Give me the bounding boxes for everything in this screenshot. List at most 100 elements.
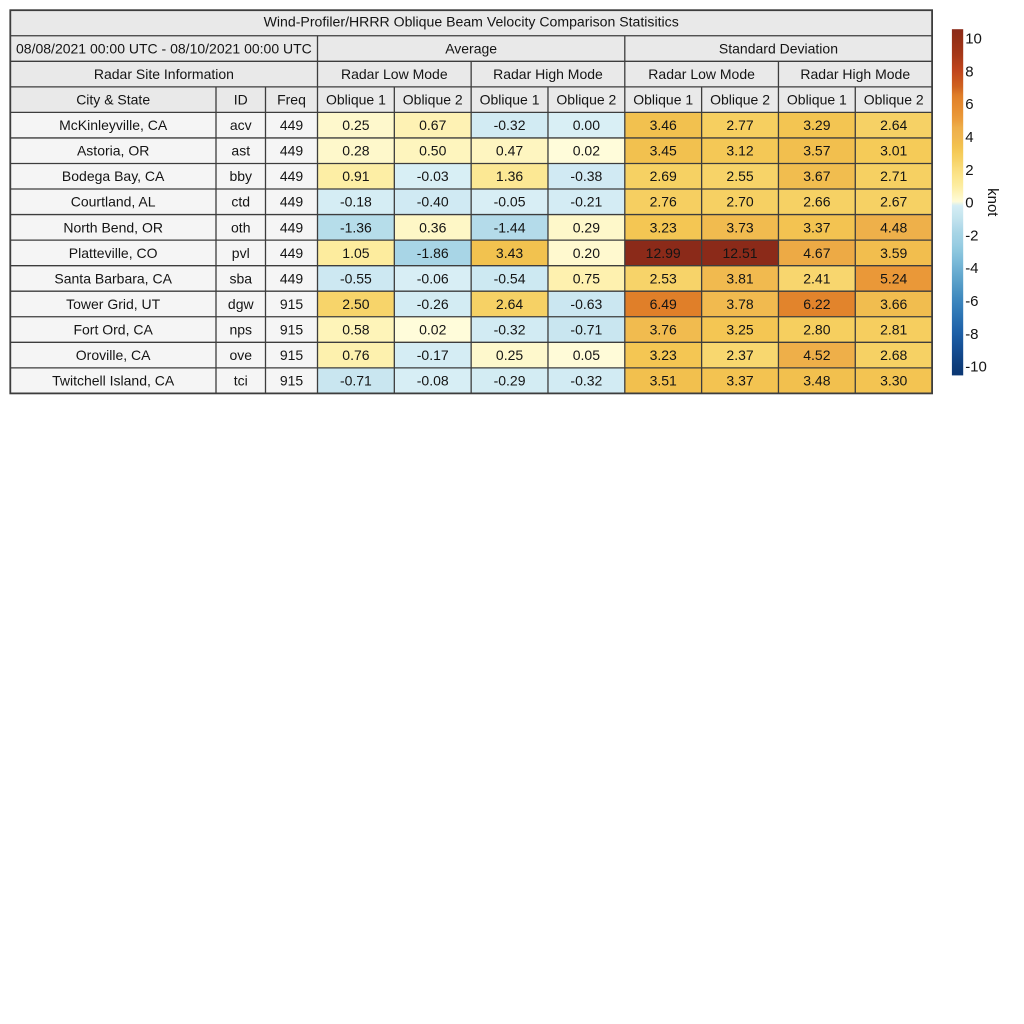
svg-text:449: 449	[280, 143, 304, 159]
svg-text:3.30: 3.30	[880, 373, 907, 389]
svg-text:3.59: 3.59	[880, 245, 907, 261]
svg-text:McKinleyville, CA: McKinleyville, CA	[59, 117, 168, 133]
svg-text:-2: -2	[965, 227, 978, 244]
svg-text:10: 10	[965, 31, 982, 48]
svg-text:Oblique 1: Oblique 1	[787, 92, 847, 108]
svg-text:-0.32: -0.32	[570, 373, 602, 389]
svg-text:3.25: 3.25	[726, 321, 753, 337]
svg-text:-0.32: -0.32	[494, 117, 526, 133]
svg-text:Tower Grid, UT: Tower Grid, UT	[66, 296, 161, 312]
svg-text:4.67: 4.67	[803, 245, 830, 261]
svg-text:Freq: Freq	[277, 92, 306, 108]
svg-text:-0.17: -0.17	[417, 347, 449, 363]
svg-text:-0.71: -0.71	[570, 321, 602, 337]
svg-text:tci: tci	[234, 373, 248, 389]
svg-text:915: 915	[280, 347, 304, 363]
svg-text:3.45: 3.45	[650, 143, 677, 159]
svg-text:3.29: 3.29	[803, 117, 830, 133]
svg-text:ID: ID	[234, 92, 248, 108]
svg-text:-0.40: -0.40	[417, 194, 449, 210]
svg-text:-0.18: -0.18	[340, 194, 372, 210]
svg-text:0: 0	[965, 195, 973, 212]
svg-text:3.48: 3.48	[803, 373, 830, 389]
svg-text:4.48: 4.48	[880, 219, 907, 235]
svg-text:-0.05: -0.05	[494, 194, 526, 210]
svg-text:-0.06: -0.06	[417, 270, 449, 286]
svg-text:-0.03: -0.03	[417, 168, 449, 184]
svg-text:-0.29: -0.29	[494, 373, 526, 389]
svg-text:3.76: 3.76	[650, 321, 677, 337]
svg-text:0.20: 0.20	[573, 245, 600, 261]
svg-text:0.28: 0.28	[342, 143, 369, 159]
svg-text:3.01: 3.01	[880, 143, 907, 159]
svg-text:Oblique 2: Oblique 2	[403, 92, 463, 108]
svg-text:knot: knot	[984, 188, 1001, 217]
svg-text:915: 915	[280, 321, 304, 337]
svg-text:08/08/2021 00:00 UTC - 08/10/2: 08/08/2021 00:00 UTC - 08/10/2021 00:00 …	[16, 40, 312, 56]
svg-text:-0.21: -0.21	[570, 194, 602, 210]
svg-text:Santa Barbara, CA: Santa Barbara, CA	[54, 270, 172, 286]
svg-text:City & State: City & State	[76, 92, 150, 108]
svg-text:2: 2	[965, 162, 973, 179]
svg-text:-0.32: -0.32	[494, 321, 526, 337]
svg-text:5.24: 5.24	[880, 270, 907, 286]
svg-text:Radar Low Mode: Radar Low Mode	[341, 66, 448, 82]
svg-text:Average: Average	[445, 40, 497, 56]
svg-text:Oblique 1: Oblique 1	[480, 92, 540, 108]
svg-text:6.22: 6.22	[803, 296, 830, 312]
svg-text:Radar Site Information: Radar Site Information	[94, 66, 234, 82]
svg-text:-10: -10	[965, 359, 987, 376]
svg-text:2.64: 2.64	[880, 117, 907, 133]
svg-text:3.23: 3.23	[650, 347, 677, 363]
svg-text:915: 915	[280, 373, 304, 389]
svg-text:2.50: 2.50	[342, 296, 369, 312]
svg-text:3.78: 3.78	[726, 296, 753, 312]
svg-text:-0.63: -0.63	[570, 296, 602, 312]
svg-text:North Bend, OR: North Bend, OR	[63, 219, 163, 235]
svg-text:1.36: 1.36	[496, 168, 523, 184]
svg-text:2.80: 2.80	[803, 321, 830, 337]
svg-text:3.67: 3.67	[803, 168, 830, 184]
svg-text:2.81: 2.81	[880, 321, 907, 337]
svg-text:0.91: 0.91	[342, 168, 369, 184]
svg-text:2.76: 2.76	[650, 194, 677, 210]
svg-text:Standard Deviation: Standard Deviation	[719, 40, 838, 56]
svg-text:-1.86: -1.86	[417, 245, 449, 261]
svg-text:4.52: 4.52	[803, 347, 830, 363]
svg-text:2.71: 2.71	[880, 168, 907, 184]
svg-text:0.47: 0.47	[496, 143, 523, 159]
svg-text:3.57: 3.57	[803, 143, 830, 159]
svg-text:Astoria, OR: Astoria, OR	[77, 143, 149, 159]
svg-text:0.58: 0.58	[342, 321, 369, 337]
svg-text:Platteville, CO: Platteville, CO	[69, 245, 158, 261]
svg-text:2.70: 2.70	[726, 194, 753, 210]
svg-text:6.49: 6.49	[650, 296, 677, 312]
svg-text:Wind-Profiler/HRRR Oblique Bea: Wind-Profiler/HRRR Oblique Beam Velocity…	[264, 13, 679, 29]
svg-text:3.43: 3.43	[496, 245, 523, 261]
svg-text:2.55: 2.55	[726, 168, 753, 184]
svg-text:2.66: 2.66	[803, 194, 830, 210]
svg-text:Oblique 2: Oblique 2	[556, 92, 616, 108]
svg-text:Courtland, AL: Courtland, AL	[71, 194, 156, 210]
svg-text:3.81: 3.81	[726, 270, 753, 286]
svg-text:2.69: 2.69	[650, 168, 677, 184]
svg-text:0.75: 0.75	[573, 270, 600, 286]
svg-text:2.53: 2.53	[650, 270, 677, 286]
svg-text:1.05: 1.05	[342, 245, 369, 261]
svg-text:bby: bby	[229, 168, 252, 184]
svg-text:Oroville, CA: Oroville, CA	[76, 347, 151, 363]
svg-text:3.51: 3.51	[650, 373, 677, 389]
svg-text:ctd: ctd	[231, 194, 250, 210]
svg-text:4: 4	[965, 129, 973, 146]
svg-text:449: 449	[280, 219, 304, 235]
svg-text:449: 449	[280, 117, 304, 133]
svg-text:0.05: 0.05	[573, 347, 600, 363]
svg-text:dgw: dgw	[228, 296, 255, 312]
svg-text:915: 915	[280, 296, 304, 312]
svg-text:0.02: 0.02	[419, 321, 446, 337]
svg-text:3.37: 3.37	[726, 373, 753, 389]
svg-text:0.00: 0.00	[573, 117, 600, 133]
svg-text:3.12: 3.12	[726, 143, 753, 159]
svg-text:3.73: 3.73	[726, 219, 753, 235]
svg-text:-0.55: -0.55	[340, 270, 372, 286]
